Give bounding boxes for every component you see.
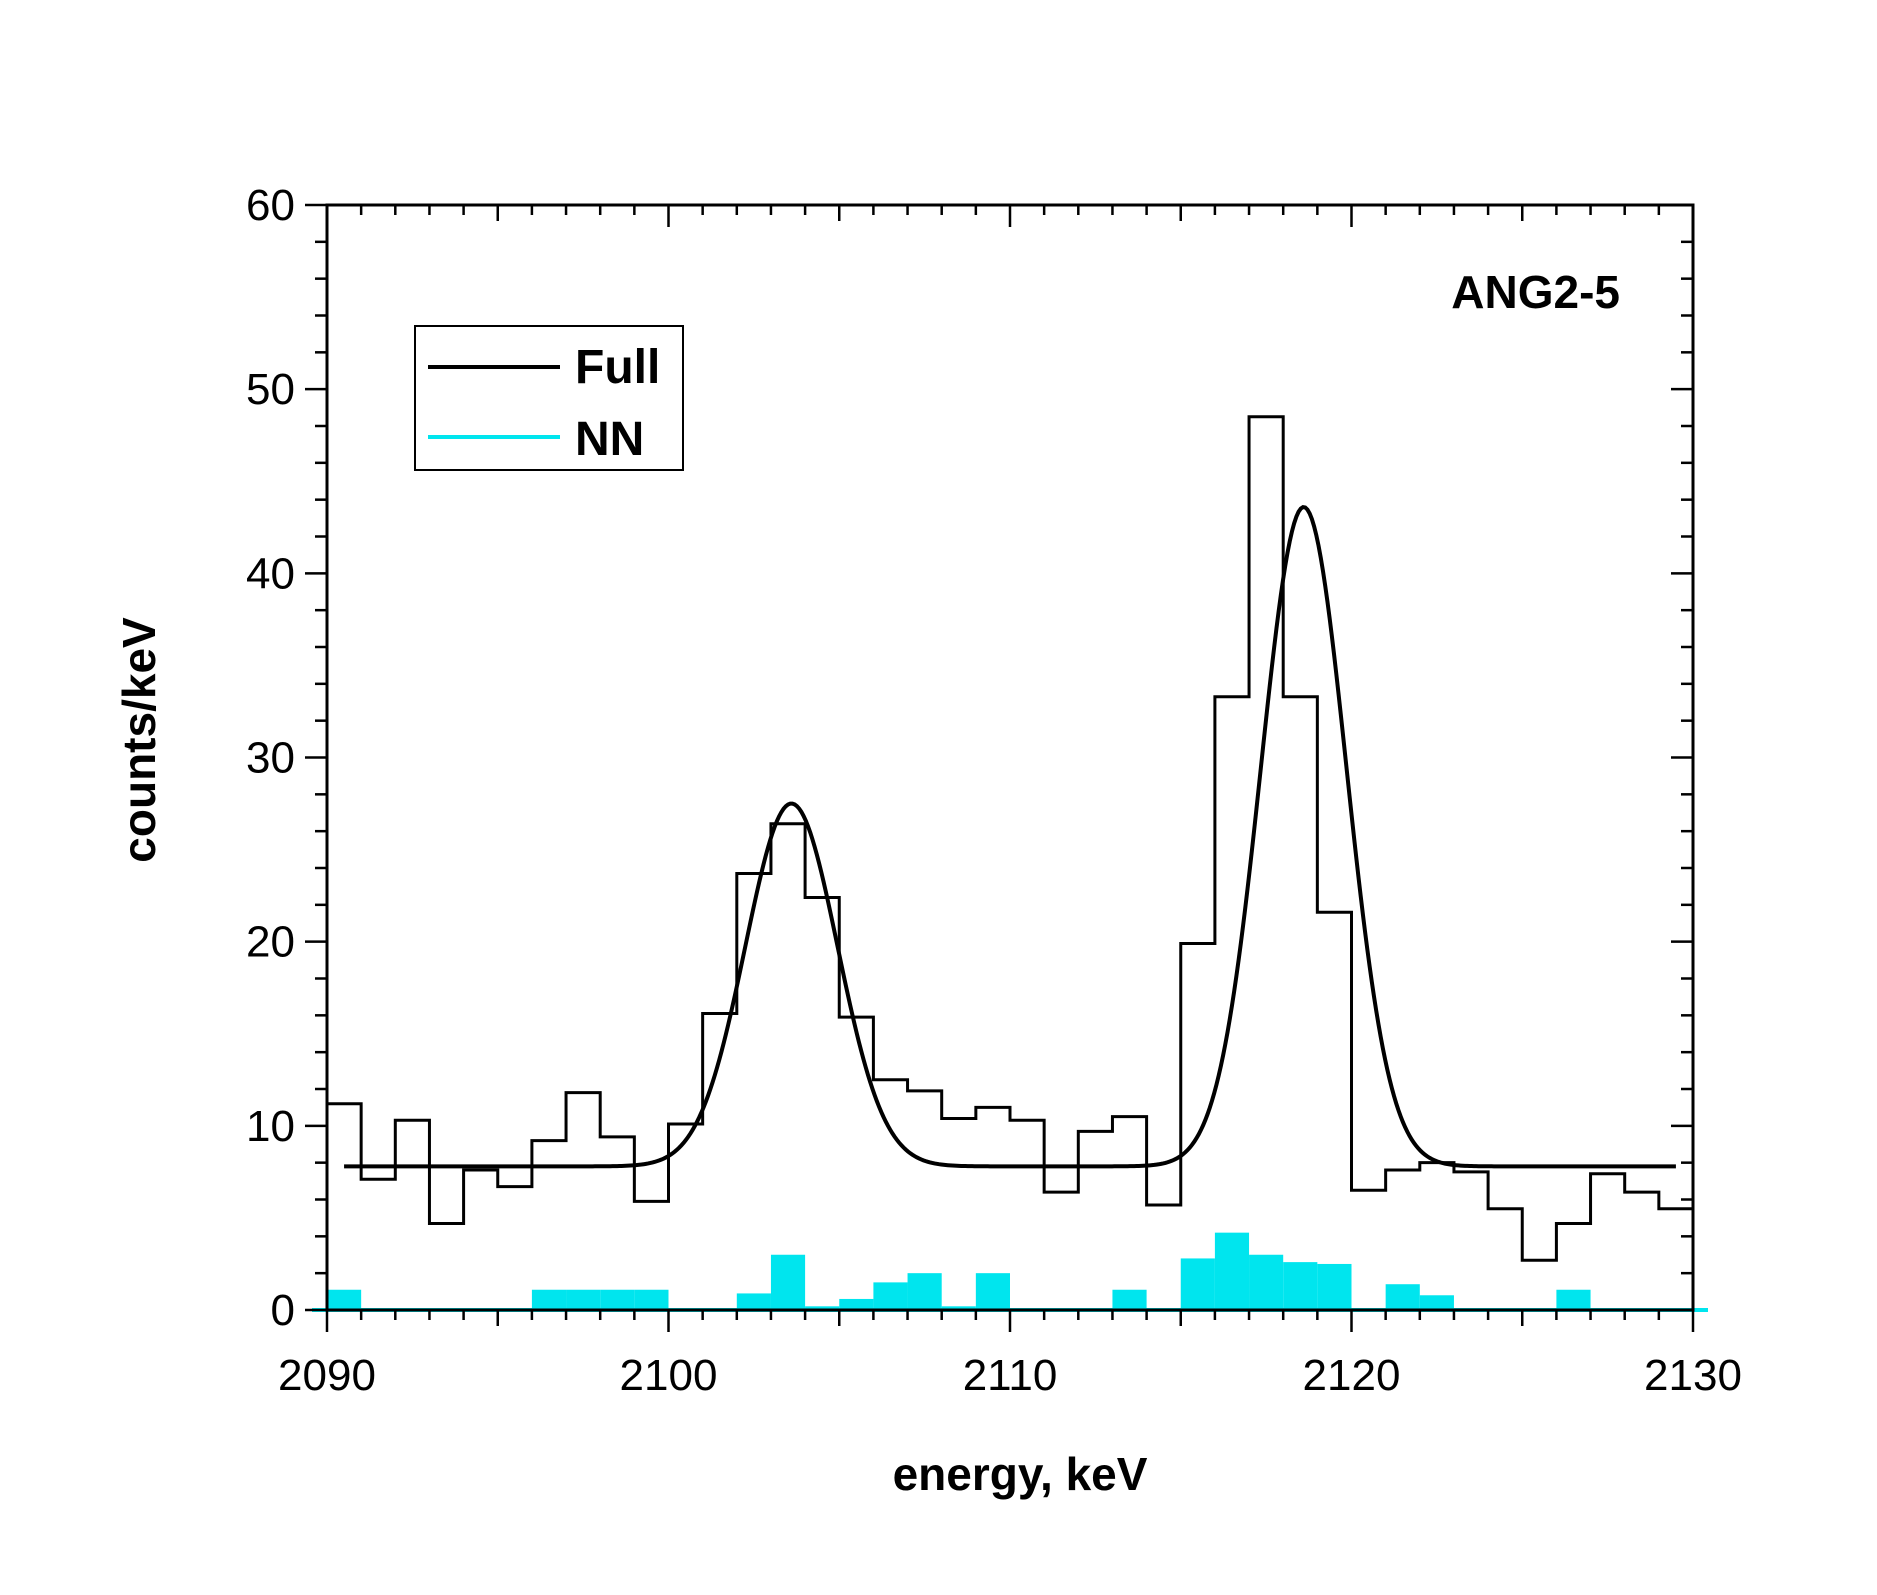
x-tick-label: 2120 [1303, 1351, 1401, 1400]
nn-bar [907, 1273, 942, 1310]
y-axis-title: counts/keV [113, 617, 165, 863]
nn-bar [1180, 1258, 1215, 1310]
y-tick-label: 0 [271, 1286, 295, 1335]
nn-bar [600, 1289, 635, 1310]
legend-label-nn: NN [575, 413, 644, 466]
x-tick-label: 2090 [278, 1351, 376, 1400]
y-tick-label: 10 [246, 1102, 295, 1151]
nn-bar [975, 1273, 1010, 1310]
x-tick-label: 2100 [620, 1351, 718, 1400]
nn-bar [1317, 1263, 1352, 1310]
legend-label-full: Full [575, 341, 660, 394]
axis-tick-labels: 2090 2100 2110 2120 2130 0 10 20 30 40 50 60 [246, 181, 1742, 1400]
nn-bar [1249, 1254, 1284, 1310]
nn-bar [531, 1289, 567, 1310]
y-tick-label: 30 [246, 734, 295, 783]
y-tick-label: 60 [246, 181, 295, 230]
nn-bar [1556, 1289, 1591, 1310]
nn-bar [1112, 1289, 1147, 1310]
nn-bar [634, 1289, 669, 1310]
legend: Full NN [414, 325, 684, 471]
fit-curve [344, 505, 1676, 1169]
full-histogram [327, 415, 1693, 1262]
nn-bar [873, 1282, 908, 1310]
nn-bar [770, 1254, 806, 1310]
chart-annotation: ANG2-5 [1451, 266, 1620, 318]
x-tick-label: 2110 [963, 1351, 1058, 1400]
legend-box [414, 325, 684, 471]
nn-bar [1214, 1232, 1250, 1310]
y-tick-label: 20 [246, 918, 295, 967]
nn-bar [839, 1298, 874, 1310]
nn-bar [736, 1293, 771, 1310]
axis-ticks [305, 203, 1695, 1332]
nn-bar [1419, 1295, 1454, 1310]
y-tick-label: 50 [246, 365, 295, 414]
nn-bar [1385, 1284, 1420, 1310]
nn-bar [1283, 1262, 1318, 1310]
nn-bar [566, 1289, 601, 1310]
x-tick-label: 2130 [1644, 1351, 1742, 1400]
x-axis-title: energy, keV [893, 1448, 1148, 1500]
y-tick-label: 40 [246, 549, 295, 598]
nn-bar [327, 1289, 362, 1310]
